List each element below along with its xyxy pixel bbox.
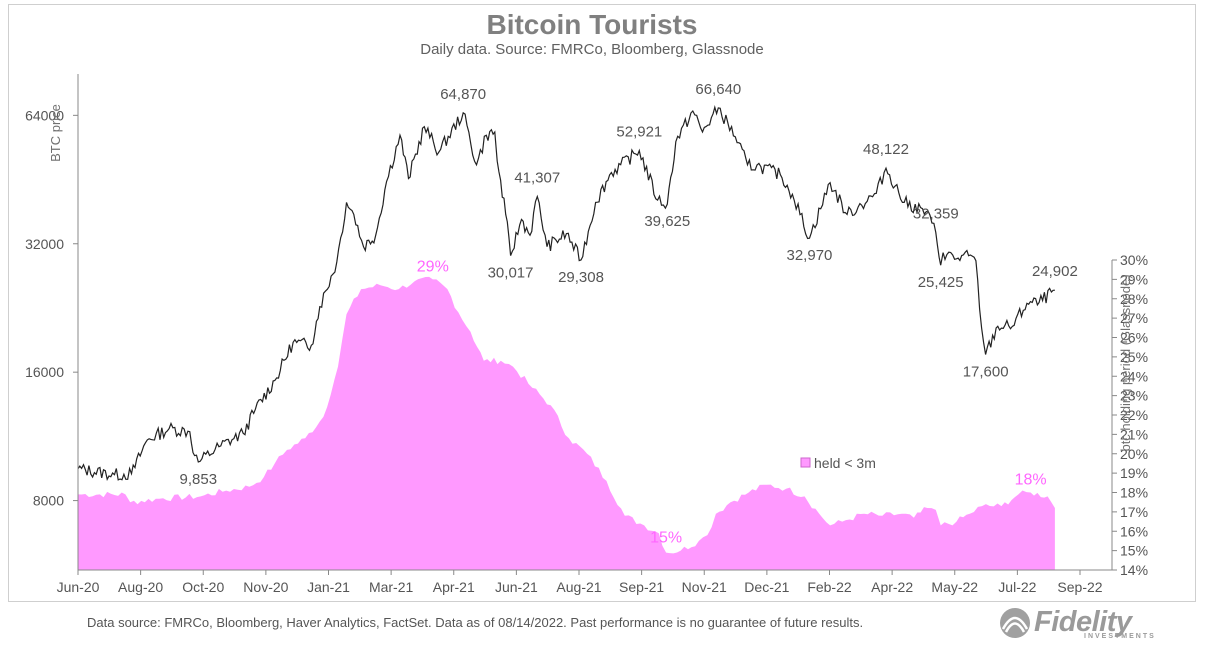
x-tick-label: Mar-21 <box>369 579 414 595</box>
x-tick-label: Sep-22 <box>1057 579 1102 595</box>
left-tick-label: 16000 <box>25 364 64 380</box>
chart-frame <box>8 4 1196 602</box>
price-annotation: 41,307 <box>514 169 560 186</box>
price-annotation: 29,308 <box>558 269 604 286</box>
logo-subtext: INVESTMENTS <box>1084 633 1156 640</box>
right-tick-label: 22% <box>1120 407 1148 423</box>
x-tick-label: Apr-21 <box>433 579 475 595</box>
price-annotation: 64,870 <box>440 86 486 103</box>
price-annotation: 24,902 <box>1032 263 1078 280</box>
holding-area-layer <box>78 276 1055 570</box>
price-annotation: 32,970 <box>787 247 833 264</box>
x-tick-label: Aug-20 <box>118 579 163 595</box>
price-annotation: 66,640 <box>695 81 741 98</box>
left-axis-title: BTC price <box>48 104 63 162</box>
fidelity-logo: Fidelity INVESTMENTS <box>996 604 1160 644</box>
x-tick-label: Jun-20 <box>57 579 100 595</box>
right-tick-label: 26% <box>1120 330 1148 346</box>
right-tick-label: 23% <box>1120 388 1148 404</box>
chart-title: Bitcoin Tourists <box>486 9 697 40</box>
price-annotation: 30,017 <box>488 265 534 282</box>
x-tick-label: Feb-22 <box>807 579 852 595</box>
chart: Bitcoin Tourists Daily data. Source: FMR… <box>25 9 1148 595</box>
holding-area-series <box>78 276 1055 570</box>
right-tick-label: 20% <box>1120 446 1148 462</box>
price-annotation: 32,359 <box>913 206 959 223</box>
annotation-layer: 9,853 64,870 30,017 41,307 29,308 52,921 39,62… <box>180 81 1078 547</box>
x-tick-label: Jun-21 <box>495 579 538 595</box>
right-tick-label: 25% <box>1120 349 1148 365</box>
right-tick-label: 27% <box>1120 310 1148 326</box>
x-tick-label: Jul-22 <box>998 579 1036 595</box>
price-annotation: 17,600 <box>963 364 1009 381</box>
right-tick-label: 21% <box>1120 426 1148 442</box>
holding-annotation: 18% <box>1015 472 1047 489</box>
x-tick-label: May-22 <box>931 579 978 595</box>
price-line-layer <box>77 105 1055 481</box>
price-annotation: 9,853 <box>180 471 218 488</box>
x-tick-label: Aug-21 <box>556 579 601 595</box>
x-tick-label: Nov-21 <box>682 579 727 595</box>
legend-swatch <box>800 457 811 468</box>
x-tick-label: Nov-20 <box>243 579 288 595</box>
x-tick-label: Apr-22 <box>871 579 913 595</box>
price-annotation: 52,921 <box>616 124 662 141</box>
axes-layer: Jun-20 Aug-20 Oct-20 Nov-20 Jan-21 Mar-21 Apr-… <box>25 74 1148 595</box>
legend: held < 3m <box>800 455 876 471</box>
footer-note: Data source: FMRCo, Bloomberg, Haver Ana… <box>87 615 864 630</box>
price-line-series <box>77 105 1055 481</box>
right-axis-title: btc holding period (Glassnode) <box>1118 274 1133 451</box>
left-tick-label: 32000 <box>25 236 64 252</box>
holding-annotation: 15% <box>650 530 682 547</box>
x-tick-label: Oct-20 <box>182 579 224 595</box>
right-tick-label: 18% <box>1120 485 1148 501</box>
chart-subtitle: Daily data. Source: FMRCo, Bloomberg, Gl… <box>420 41 763 58</box>
price-annotation: 39,625 <box>644 213 690 230</box>
right-tick-label: 24% <box>1120 368 1148 384</box>
right-tick-label: 28% <box>1120 291 1148 307</box>
x-tick-label: Dec-21 <box>744 579 789 595</box>
left-tick-label: 8000 <box>33 493 64 509</box>
fidelity-emblem-icon <box>1000 608 1030 638</box>
right-tick-label: 29% <box>1120 271 1148 287</box>
price-annotation: 25,425 <box>918 274 964 291</box>
right-tick-label: 30% <box>1120 252 1148 268</box>
x-tick-label: Sep-21 <box>619 579 664 595</box>
x-tick-label: Jan-21 <box>307 579 350 595</box>
right-tick-label: 14% <box>1120 562 1148 578</box>
legend-label: held < 3m <box>814 455 876 471</box>
right-tick-label: 17% <box>1120 504 1148 520</box>
right-tick-label: 16% <box>1120 523 1148 539</box>
left-tick-label: 64000 <box>25 107 64 123</box>
right-tick-label: 19% <box>1120 465 1148 481</box>
logo-wordmark: Fidelity <box>1034 606 1132 638</box>
price-annotation: 48,122 <box>863 141 909 158</box>
right-tick-label: 15% <box>1120 543 1148 559</box>
holding-annotation: 29% <box>417 258 449 275</box>
